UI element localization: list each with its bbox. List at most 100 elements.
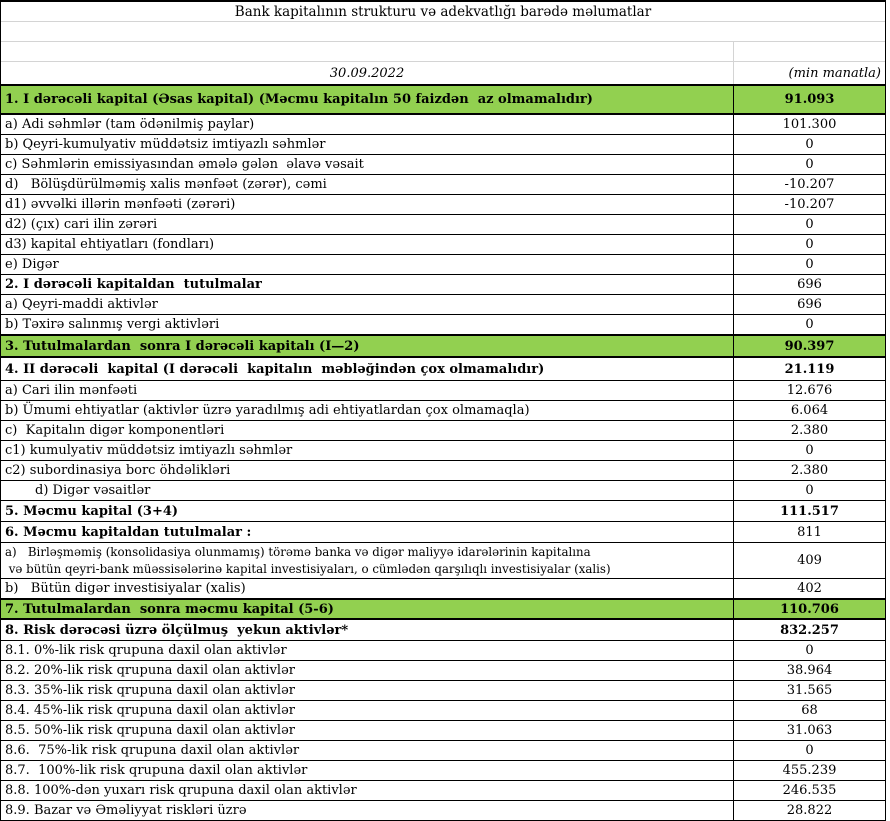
row-label: 8.3. 35%-lik risk qrupuna daxil olan akt… <box>1 681 734 700</box>
row-value: 811 <box>797 524 822 540</box>
table-row: 3. Tutulmalardan sonra I dərəcəli kapita… <box>1 335 885 358</box>
row-label: c) Kapitalın digər komponentləri <box>1 421 734 440</box>
row-label: 8. Risk dərəcəsi üzrə ölçülmuş yekun akt… <box>1 620 734 640</box>
row-label-line1: 8.7. 100%-lik risk qrupuna daxil olan ak… <box>5 763 308 778</box>
row-label: 8.7. 100%-lik risk qrupuna daxil olan ak… <box>1 761 734 780</box>
row-value: 246.535 <box>782 783 837 798</box>
table-row: b) Bütün digər investisiyalar (xalis) 40… <box>1 579 885 599</box>
table-row: 8. Risk dərəcəsi üzrə ölçülmuş yekun akt… <box>1 620 885 641</box>
table-row: 6. Məcmu kapitaldan tutulmalar : 811 <box>1 522 885 543</box>
row-value: 0 <box>805 483 814 498</box>
row-label: 8.2. 20%-lik risk qrupuna daxil olan akt… <box>1 661 734 680</box>
row-value: 0 <box>805 317 814 332</box>
row-label-line1: c2) subordinasiya borc öhdəlikləri <box>5 463 231 478</box>
row-value: 101.300 <box>782 117 837 132</box>
row-value: 0 <box>805 443 814 458</box>
table-row: d1) əvvəlki illərin mənfəəti (zərəri) -1… <box>1 195 885 215</box>
row-value: 0 <box>805 157 814 172</box>
row-label-line1: d3) kapital ehtiyatları (fondları) <box>5 237 215 252</box>
row-label: 6. Məcmu kapitaldan tutulmalar : <box>1 522 734 542</box>
table-row: 4. II dərəcəli kapital (I dərəcəli kapit… <box>1 358 885 381</box>
row-value: 696 <box>797 297 822 312</box>
table-body: 1. I dərəcəli kapital (Əsas kapital) (Mə… <box>1 84 885 821</box>
table-row: d) Digər vəsaitlər 0 <box>1 481 885 501</box>
row-label: d3) kapital ehtiyatları (fondları) <box>1 235 734 254</box>
row-label-line1: 5. Məcmu kapital (3+4) <box>5 503 179 519</box>
row-value: 28.822 <box>786 803 833 818</box>
report-title: Bank kapitalının strukturu və adekvatlığ… <box>234 3 652 20</box>
row-label: a) Qeyri-maddi aktivlər <box>1 295 734 314</box>
table-row: 5. Məcmu kapital (3+4) 111.517 <box>1 501 885 522</box>
row-label: 8.4. 45%-lik risk qrupuna daxil olan akt… <box>1 701 734 720</box>
row-label-line1: 1. I dərəcəli kapital (Əsas kapital) (Mə… <box>5 92 593 107</box>
row-label-line1: d2) (çıx) cari ilin zərəri <box>5 217 158 232</box>
table-row: 8.5. 50%-lik risk qrupuna daxil olan akt… <box>1 721 885 741</box>
table-row: a) Birləşməmiş (konsolidasiya olunmamış)… <box>1 543 885 579</box>
row-label-line1: 8.8. 100%-dən yuxarı risk qrupuna daxil … <box>5 783 357 798</box>
table-row: b) Qeyri-kumulyativ müddətsiz imtiyazlı … <box>1 135 885 155</box>
row-label-line1: c) Kapitalın digər komponentləri <box>5 423 225 438</box>
row-value: 38.964 <box>786 663 833 678</box>
row-value: 455.239 <box>782 763 837 778</box>
row-label-line1: 8.5. 50%-lik risk qrupuna daxil olan akt… <box>5 723 295 738</box>
row-label-line1: c1) kumulyativ müddətsiz imtiyazlı səhml… <box>5 443 293 458</box>
row-value: 31.063 <box>786 723 833 738</box>
row-label-line1: a) Birləşməmiş (konsolidasiya olunmamış)… <box>5 544 591 559</box>
title-row: Bank kapitalının strukturu və adekvatlığ… <box>1 2 885 22</box>
row-label-line1: b) Təxirə salınmış vergi aktivləri <box>5 317 220 332</box>
table-row: a) Cari ilin mənfəəti 12.676 <box>1 381 885 401</box>
row-label: b) Bütün digər investisiyalar (xalis) <box>1 579 734 598</box>
row-label: 7. Tutulmalardan sonra məcmu kapital (5-… <box>1 600 734 618</box>
row-value: 696 <box>797 277 822 292</box>
row-value: 0 <box>805 643 814 658</box>
empty-cell <box>734 42 885 61</box>
table-row: d3) kapital ehtiyatları (fondları) 0 <box>1 235 885 255</box>
row-label-line1: b) Qeyri-kumulyativ müddətsiz imtiyazlı … <box>5 137 326 152</box>
table-row: 8.3. 35%-lik risk qrupuna daxil olan akt… <box>1 681 885 701</box>
row-label: d) Bölüşdürülməmiş xalis mənfəət (zərər)… <box>1 175 734 194</box>
table-row: 8.4. 45%-lik risk qrupuna daxil olan akt… <box>1 701 885 721</box>
table-row: b) Ümumi ehtiyatlar (aktivlər üzrə yarad… <box>1 401 885 421</box>
row-label-line1: 8.6. 75%-lik risk qrupuna daxil olan akt… <box>5 743 300 758</box>
row-label: b) Qeyri-kumulyativ müddətsiz imtiyazlı … <box>1 135 734 154</box>
table-row: a) Adi səhmlər (tam ödənilmiş paylar) 10… <box>1 115 885 135</box>
row-label: e) Digər <box>1 255 734 274</box>
row-label: d2) (çıx) cari ilin zərəri <box>1 215 734 234</box>
row-label-line1: 8.9. Bazar və Əməliyyat riskləri üzrə <box>5 803 247 818</box>
table-row: 8.2. 20%-lik risk qrupuna daxil olan akt… <box>1 661 885 681</box>
date-row: 30.09.2022 (min manatla) <box>1 62 885 84</box>
row-label-line1: a) Cari ilin mənfəəti <box>5 383 138 398</box>
row-value: 832.257 <box>780 622 839 638</box>
row-label: 5. Məcmu kapital (3+4) <box>1 501 734 521</box>
row-label-line1: d) Bölüşdürülməmiş xalis mənfəət (zərər)… <box>5 177 327 192</box>
row-label: c1) kumulyativ müddətsiz imtiyazlı səhml… <box>1 441 734 460</box>
row-value: -10.207 <box>784 197 835 212</box>
row-value: 0 <box>805 257 814 272</box>
row-label: 8.5. 50%-lik risk qrupuna daxil olan akt… <box>1 721 734 740</box>
row-label-line1: 8.3. 35%-lik risk qrupuna daxil olan akt… <box>5 683 295 698</box>
table-row: 8.6. 75%-lik risk qrupuna daxil olan akt… <box>1 741 885 761</box>
row-value: 402 <box>797 581 822 596</box>
table-row: 8.8. 100%-dən yuxarı risk qrupuna daxil … <box>1 781 885 801</box>
row-label-line1: 8.4. 45%-lik risk qrupuna daxil olan akt… <box>5 703 295 718</box>
table-row: 8.7. 100%-lik risk qrupuna daxil olan ak… <box>1 761 885 781</box>
row-value: 409 <box>797 553 822 568</box>
table-row: d) Bölüşdürülməmiş xalis mənfəət (zərər)… <box>1 175 885 195</box>
table-row: c) Kapitalın digər komponentləri 2.380 <box>1 421 885 441</box>
row-label-line2: və bütün qeyri-bank müəssisələrinə kapit… <box>5 561 611 576</box>
row-label: b) Ümumi ehtiyatlar (aktivlər üzrə yarad… <box>1 401 734 420</box>
row-label-line1: 8.2. 20%-lik risk qrupuna daxil olan akt… <box>5 663 295 678</box>
row-label-line1: 6. Məcmu kapitaldan tutulmalar : <box>5 524 252 540</box>
row-value: 21.119 <box>784 361 835 377</box>
row-label-line1: b) Ümumi ehtiyatlar (aktivlər üzrə yarad… <box>5 403 530 418</box>
row-value: 12.676 <box>786 383 833 398</box>
row-label-line1: 3. Tutulmalardan sonra I dərəcəli kapita… <box>5 338 360 354</box>
table-row: 8.1. 0%-lik risk qrupuna daxil olan akti… <box>1 641 885 661</box>
row-label-line1: 8. Risk dərəcəsi üzrə ölçülmuş yekun akt… <box>5 622 349 638</box>
row-label: 3. Tutulmalardan sonra I dərəcəli kapita… <box>1 336 734 356</box>
row-label: a) Birləşməmiş (konsolidasiya olunmamış)… <box>1 543 734 578</box>
empty-row <box>1 42 885 62</box>
row-label-line1: e) Digər <box>5 257 59 272</box>
row-label-line1: 2. I dərəcəli kapitaldan tutulmalar <box>5 277 262 292</box>
